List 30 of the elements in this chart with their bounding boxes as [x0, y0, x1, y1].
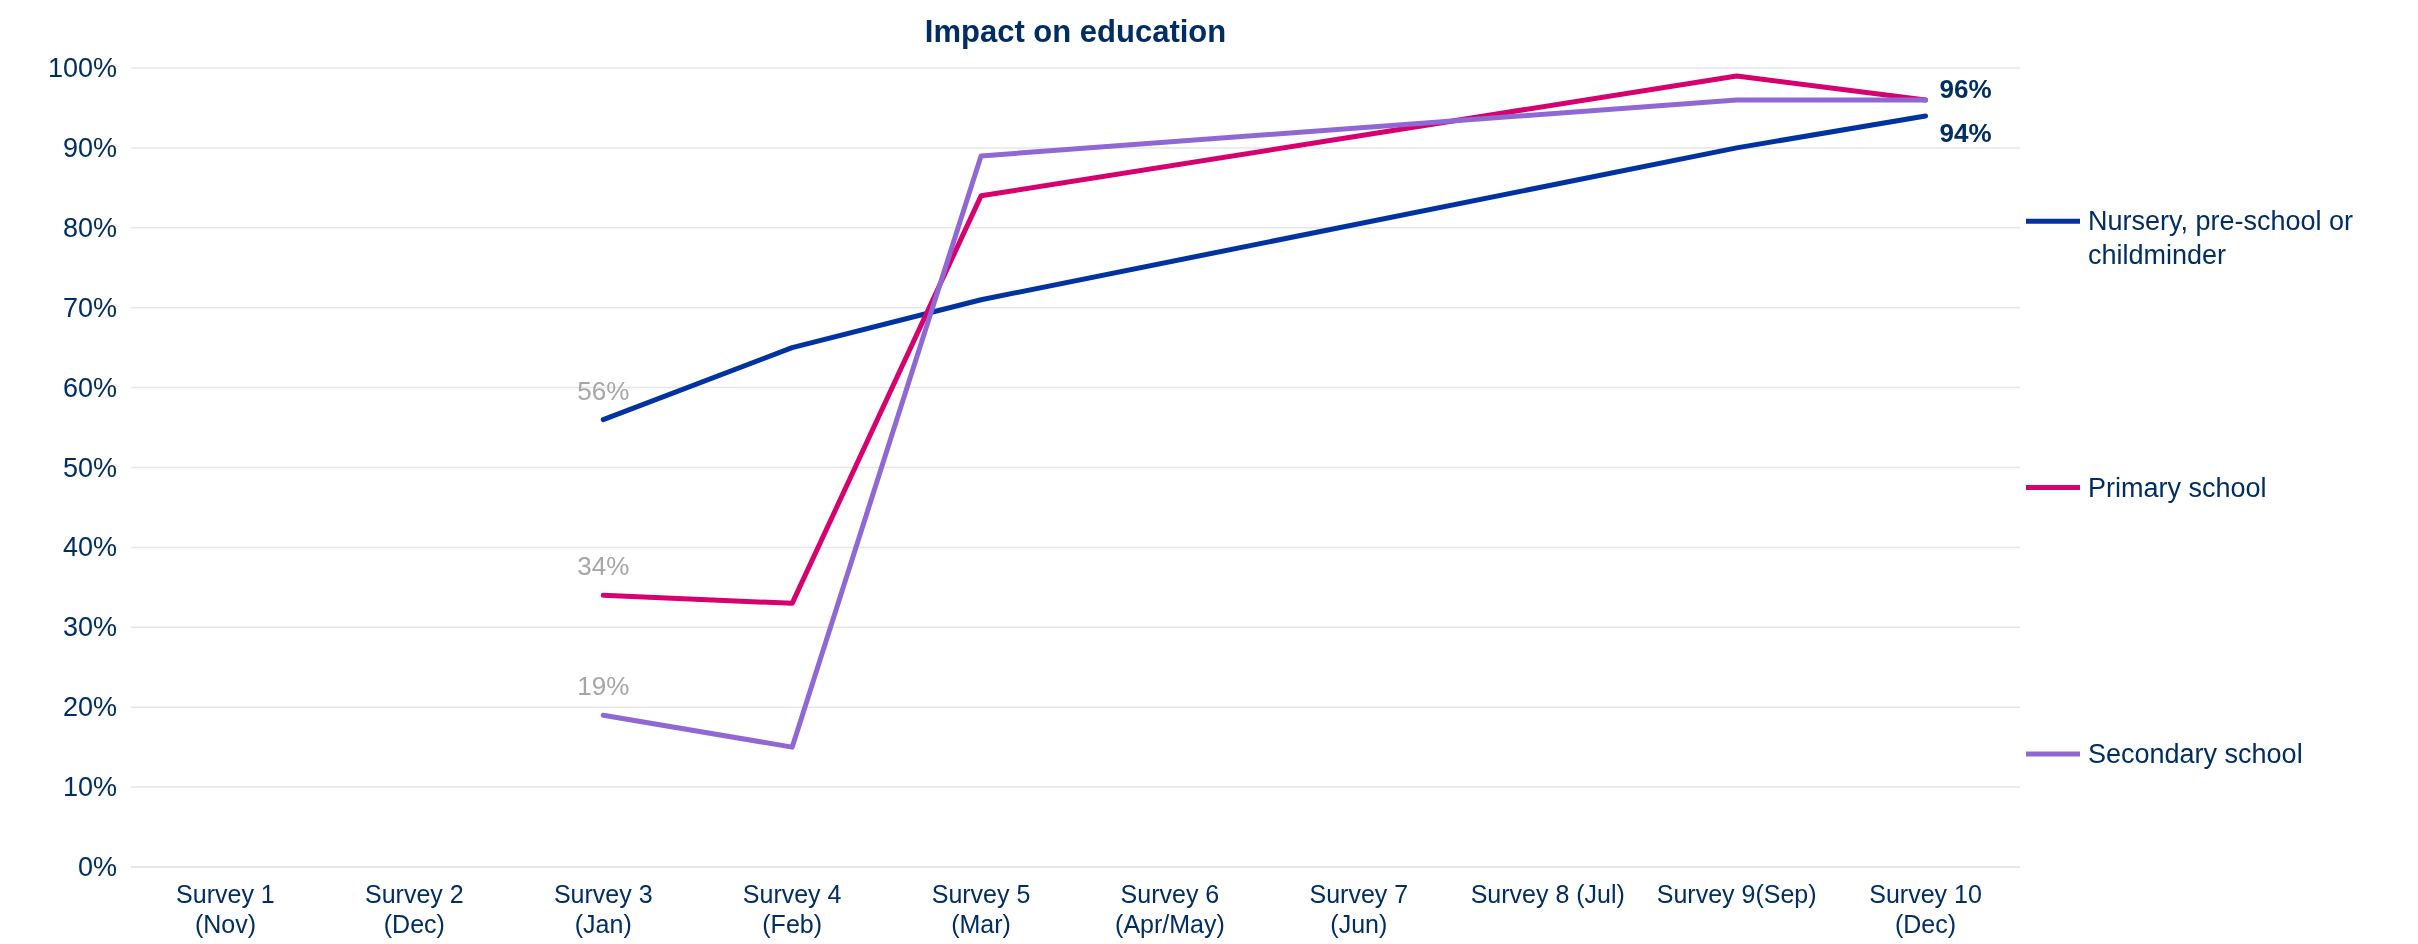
chart-title: Impact on education — [924, 14, 1227, 49]
x-tick-label: Survey 3 (Jan) — [553, 880, 653, 938]
x-tick-label: Survey 1 (Nov) — [176, 880, 275, 938]
y-tick-label: 80% — [62, 212, 117, 243]
x-tick-label: Survey 5 (Mar) — [931, 880, 1031, 938]
x-tick-label: Survey 10 (Dec) — [1869, 880, 1982, 938]
x-tick-label: Survey 7 (Jun) — [1309, 880, 1409, 938]
x-tick-label: Survey 4 (Feb) — [742, 880, 842, 938]
x-tick-label: Survey 8 (Jul) — [1470, 880, 1625, 908]
data-label: 96% — [1939, 73, 1992, 104]
data-label: 56% — [577, 375, 630, 406]
y-tick-label: 90% — [62, 132, 117, 163]
y-tick-label: 100% — [47, 53, 117, 83]
x-tick-label: Survey 6 (Apr/May) — [1115, 880, 1225, 938]
y-tick-label: 70% — [62, 292, 117, 323]
legend-label: Primary school — [2088, 472, 2267, 503]
data-label: 34% — [577, 551, 630, 582]
legend-label: Nursery, pre-school or childminder — [2088, 206, 2354, 271]
y-tick-label: 10% — [62, 772, 117, 803]
y-tick-label: 50% — [62, 452, 117, 483]
x-tick-label: Survey 2 (Dec) — [365, 880, 464, 938]
legend-label: Secondary school — [2088, 738, 2303, 769]
x-tick-label: Survey 9(Sep) — [1656, 880, 1817, 908]
y-tick-label: 40% — [62, 532, 117, 563]
y-tick-label: 60% — [62, 372, 117, 403]
y-tick-label: 20% — [62, 692, 117, 723]
data-label: 94% — [1939, 117, 1992, 148]
y-tick-label: 30% — [62, 612, 117, 643]
y-tick-label: 0% — [77, 852, 117, 882]
data-label: 19% — [577, 671, 630, 702]
